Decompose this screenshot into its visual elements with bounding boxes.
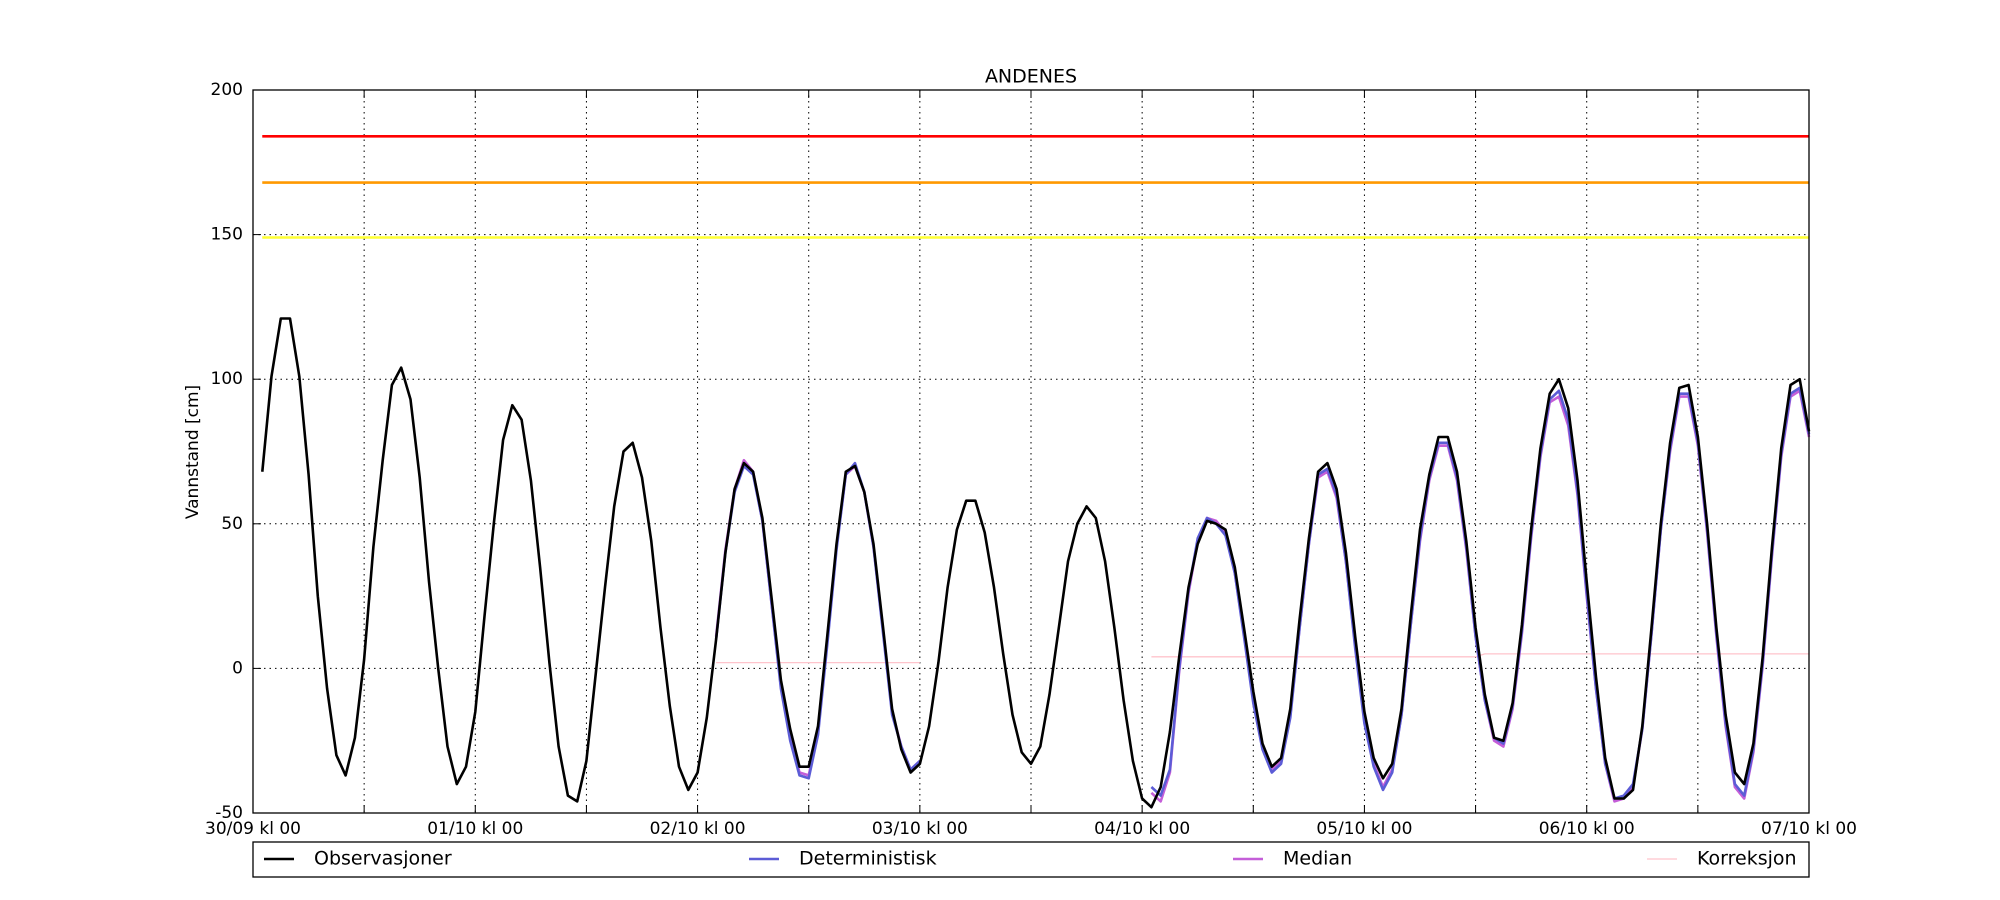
y-axis-label: Vannstand [cm] bbox=[183, 385, 203, 519]
legend-label: Observasjoner bbox=[314, 848, 452, 870]
series-line bbox=[261, 317, 1811, 809]
x-tick-label: 04/10 kl 00 bbox=[1094, 819, 1190, 839]
x-tick-label: 05/10 kl 00 bbox=[1316, 819, 1412, 839]
x-tick-label: 06/10 kl 00 bbox=[1539, 819, 1635, 839]
x-tick-label: 01/10 kl 00 bbox=[427, 819, 523, 839]
x-tick-label: 03/10 kl 00 bbox=[872, 819, 968, 839]
y-tick-label: 150 bbox=[211, 225, 243, 245]
legend-label: Median bbox=[1283, 848, 1352, 870]
y-tick-label: 0 bbox=[232, 658, 243, 678]
legend-label: Korreksjon bbox=[1697, 848, 1797, 870]
legend: Observasjoner Deterministisk Median Korreks… bbox=[252, 841, 1810, 878]
y-tick-label: 200 bbox=[211, 80, 243, 100]
plot-frame bbox=[252, 89, 1810, 814]
x-tick-label: 30/09 kl 00 bbox=[205, 819, 301, 839]
x-tick-label: 02/10 kl 00 bbox=[650, 819, 746, 839]
x-tick-label: 07/10 kl 00 bbox=[1761, 819, 1857, 839]
y-tick-label: -50 bbox=[215, 803, 243, 823]
chart-title: ANDENES bbox=[985, 66, 1077, 88]
plot-area: -50 0 50 100 150 200 30/09 kl 00 01/10 kl 00 02/… bbox=[205, 80, 1857, 839]
legend-label: Deterministisk bbox=[799, 848, 937, 870]
y-tick-label: 50 bbox=[221, 514, 243, 534]
legend-box bbox=[252, 841, 1810, 878]
y-tick-label: 100 bbox=[211, 369, 243, 389]
